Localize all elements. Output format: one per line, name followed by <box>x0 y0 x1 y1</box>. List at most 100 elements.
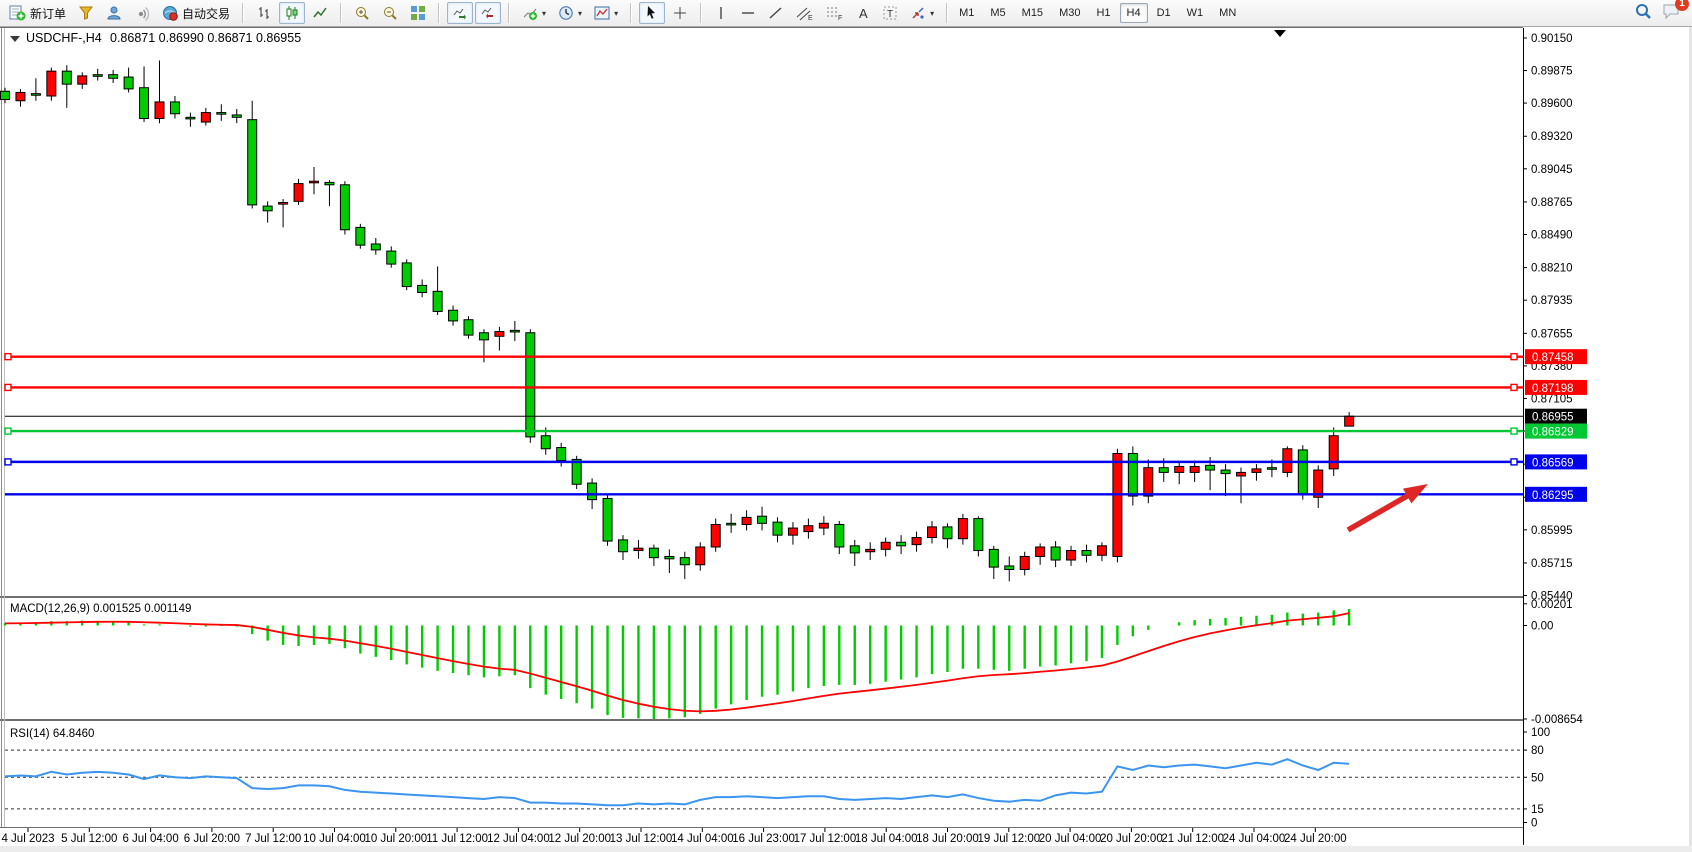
bull-candle <box>865 548 876 553</box>
fibonacci-button[interactable]: F <box>821 2 849 24</box>
zoom-out-button[interactable] <box>377 2 403 24</box>
arrow-annotation[interactable] <box>1346 484 1428 533</box>
time-tick-label: 10 Jul 20:00 <box>364 833 427 845</box>
chevron-down-icon[interactable]: ▾ <box>578 8 583 18</box>
macd-scale-label: 0.00201 <box>1531 599 1573 611</box>
time-tick-label: 11 Jul 12:00 <box>426 833 488 845</box>
channel-button[interactable]: E <box>791 2 819 24</box>
periods-icon <box>558 5 574 21</box>
price-tick-label: 0.89045 <box>1531 164 1573 176</box>
timeframe-d1-button[interactable]: D1 <box>1156 7 1171 19</box>
bull-candle <box>154 101 165 119</box>
bull-candle <box>1344 415 1355 427</box>
price-label-box <box>1525 349 1587 365</box>
line-chart-button[interactable] <box>307 2 333 24</box>
bear-candle <box>571 458 582 485</box>
line-anchor[interactable] <box>4 352 12 361</box>
chart-shift-marker-icon[interactable] <box>1274 30 1286 37</box>
price-tick-label: 0.88490 <box>1531 229 1573 241</box>
chevron-down-icon[interactable]: ▾ <box>930 8 935 18</box>
timeframe-m5-button[interactable]: M5 <box>990 7 1006 19</box>
bear-candle <box>1127 452 1138 497</box>
bull-candle <box>633 547 644 552</box>
bull-candle <box>1282 448 1293 473</box>
price-tick-label: 0.87655 <box>1531 328 1573 340</box>
timeframe-m30-button[interactable]: M30 <box>1059 7 1081 19</box>
bear-candle <box>1297 449 1308 495</box>
bear-candle <box>834 524 845 548</box>
toolbar: 新订单 自动交易 ▾ ▾ ▾ E F A T ▾ M1 M5 M15 M30 H1 H4 D1 W1 MN 1 <box>0 0 1692 27</box>
label-icon: T <box>882 5 898 21</box>
time-tick-label: 21 Jul 12:00 <box>1161 833 1224 845</box>
auto-scroll-icon <box>452 5 468 21</box>
bull-candle <box>1251 468 1262 473</box>
price-label-text: 0.86295 <box>1532 490 1574 502</box>
profile-button[interactable] <box>101 2 127 24</box>
price-label-box <box>1525 379 1587 395</box>
time-tick-label: 24 Jul 04:00 <box>1223 833 1286 845</box>
bear-candle <box>602 497 613 542</box>
trendline-button[interactable] <box>763 2 789 24</box>
vline-button[interactable] <box>709 2 733 24</box>
bear-candle <box>108 74 119 79</box>
line-anchor[interactable] <box>1510 352 1518 361</box>
bear-candle <box>757 515 768 524</box>
tile-windows-button[interactable] <box>405 2 431 24</box>
indicators-button[interactable]: ▾ <box>517 2 551 24</box>
bear-candle <box>169 101 180 115</box>
text-button[interactable]: A <box>851 2 875 24</box>
templates-button[interactable]: ▾ <box>589 2 623 24</box>
vline-icon <box>714 5 728 21</box>
bull-candle <box>787 527 798 536</box>
new-order-button[interactable]: 新订单 <box>4 2 71 25</box>
chart-shift-button[interactable] <box>475 2 502 24</box>
timeframe-mn-button[interactable]: MN <box>1219 7 1237 19</box>
cursor-button[interactable] <box>639 2 666 24</box>
bear-candle <box>540 435 551 450</box>
one-click-expander-icon[interactable] <box>10 36 20 42</box>
bar-chart-button[interactable] <box>251 2 277 24</box>
line-anchor[interactable] <box>4 427 12 435</box>
bear-candle <box>648 547 659 559</box>
profile-icon <box>106 5 122 21</box>
bear-candle <box>463 319 474 336</box>
notification-badge[interactable]: 1 <box>1675 0 1689 11</box>
price-label-box <box>1525 423 1587 439</box>
auto-scroll-button[interactable] <box>447 2 474 24</box>
line-anchor[interactable] <box>1510 427 1518 435</box>
bear-candle <box>1050 546 1061 561</box>
timeframe-m15-button[interactable]: M15 <box>1021 7 1044 19</box>
search-button[interactable] <box>1634 2 1652 25</box>
line-anchor[interactable] <box>1510 458 1518 466</box>
chat-button[interactable]: 1 <box>1662 0 1689 25</box>
bull-candle <box>1236 471 1246 477</box>
price-label-box <box>1525 454 1587 470</box>
label-button[interactable]: T <box>877 2 903 24</box>
autotrade-button[interactable]: 自动交易 <box>157 2 235 25</box>
chevron-down-icon[interactable]: ▾ <box>542 8 547 18</box>
line-anchor[interactable] <box>4 458 12 466</box>
crosshair-button[interactable] <box>667 2 693 24</box>
chart-background[interactable] <box>0 27 1692 852</box>
line-anchor[interactable] <box>1510 383 1518 392</box>
line-anchor[interactable] <box>4 383 12 392</box>
timeframe-h1-button[interactable]: H1 <box>1096 7 1111 19</box>
hline-button[interactable] <box>735 2 761 24</box>
funnel-button[interactable] <box>73 2 99 24</box>
timeframe-w1-button[interactable]: W1 <box>1186 7 1204 19</box>
svg-text:E: E <box>808 15 813 21</box>
price-tick-label: 0.85715 <box>1531 558 1573 570</box>
timeframe-h4-button[interactable]: H4 <box>1119 3 1148 23</box>
time-axis[interactable]: 4 Jul 2023 5 Jul 12:00 6 Jul 04:00 6 Jul 20… <box>1 828 1347 845</box>
bear-candle <box>262 205 273 212</box>
broadcast-button[interactable] <box>129 2 155 24</box>
zoom-in-button[interactable] <box>349 2 375 24</box>
chevron-down-icon[interactable]: ▾ <box>614 8 619 18</box>
svg-text:T: T <box>887 9 893 20</box>
arrows-button[interactable]: ▾ <box>905 2 939 24</box>
timeframe-m1-button[interactable]: M1 <box>959 7 975 19</box>
periods-button[interactable]: ▾ <box>553 2 587 24</box>
candles <box>0 60 1355 582</box>
candlestick-chart-button[interactable] <box>279 2 306 24</box>
